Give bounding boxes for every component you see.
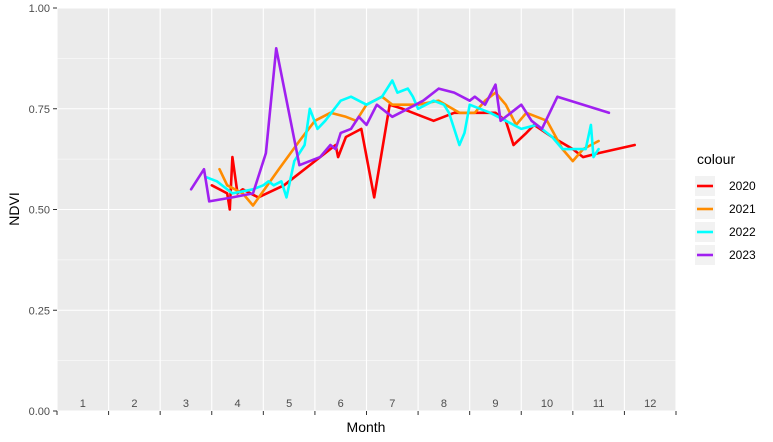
legend: colour 2020 2021 2022 2023 xyxy=(695,151,756,265)
y-tick-label: 0.25 xyxy=(29,305,50,317)
month-label: 1 xyxy=(80,398,86,410)
y-tick-label: 0.00 xyxy=(29,406,50,418)
y-tick-label: 0.50 xyxy=(29,205,50,217)
month-label: 5 xyxy=(286,398,292,410)
legend-label-2021: 2021 xyxy=(729,202,756,216)
month-label: 9 xyxy=(492,398,498,410)
y-tick-label: 0.75 xyxy=(29,104,50,116)
month-label: 7 xyxy=(389,398,395,410)
month-label: 11 xyxy=(593,398,604,410)
y-axis-title: NDVI xyxy=(6,192,22,225)
y-axis: 0.00 0.25 0.50 0.75 1.00 xyxy=(29,3,57,418)
series-lines xyxy=(189,47,636,211)
month-label: 10 xyxy=(541,398,553,410)
y-tick-label: 1.00 xyxy=(29,3,50,15)
series-line-2023 xyxy=(189,47,611,203)
month-label: 12 xyxy=(644,398,656,410)
x-axis: 1 2 3 4 5 6 7 8 9 10 11 12 xyxy=(56,398,677,415)
month-label: 2 xyxy=(131,398,137,410)
month-label: 6 xyxy=(338,398,344,410)
month-label: 8 xyxy=(441,398,447,410)
legend-title: colour xyxy=(697,151,735,167)
legend-label-2022: 2022 xyxy=(729,225,756,239)
month-label: 4 xyxy=(234,398,240,410)
x-axis-title: Month xyxy=(347,419,386,435)
legend-label-2020: 2020 xyxy=(729,179,756,193)
legend-label-2023: 2023 xyxy=(729,248,756,262)
month-label: 3 xyxy=(183,398,189,410)
